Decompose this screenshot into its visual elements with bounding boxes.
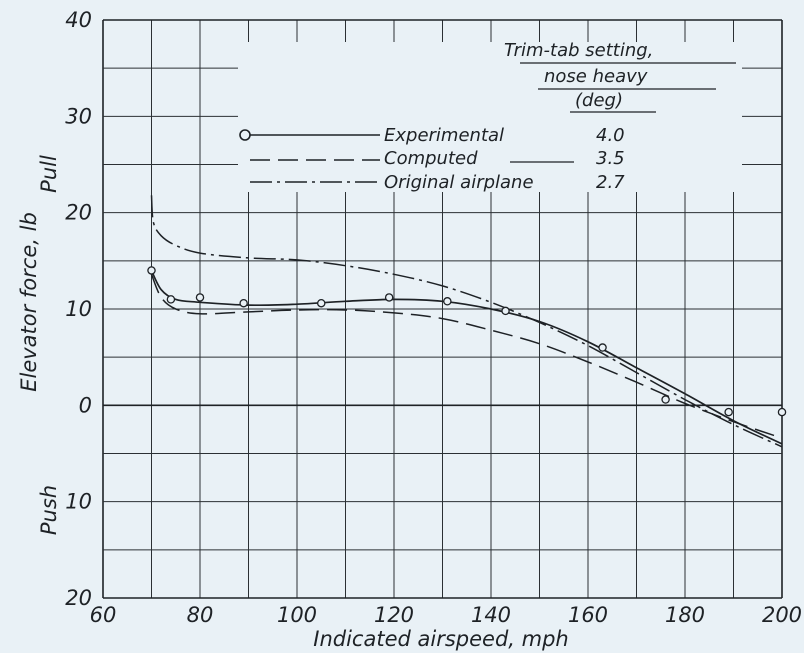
x-tick-label: 200 — [762, 603, 802, 627]
legend-title-line-3: (deg) — [575, 90, 623, 111]
legend-value-experimental: 4.0 — [596, 125, 625, 146]
data-point-experimental — [195, 293, 205, 302]
series-line-experimental — [150, 270, 783, 445]
y-axis-push-label: Push — [37, 485, 61, 535]
data-point-experimental — [661, 395, 670, 404]
data-point-experimental — [166, 295, 176, 304]
y-tick-label: 30 — [65, 104, 92, 128]
y-axis-label: Elevator force, lb — [17, 212, 41, 392]
legend-value-original-airplane: 2.7 — [596, 172, 625, 193]
data-point-experimental — [501, 306, 510, 316]
legend-title-line-2: nose heavy — [544, 66, 648, 87]
series-line-original-airplane — [150, 195, 783, 448]
data-point-experimental — [598, 343, 607, 352]
data-point-experimental — [384, 293, 394, 302]
x-tick-label: 140 — [471, 603, 511, 627]
x-tick-label: 120 — [374, 603, 414, 627]
x-tick-label: 80 — [187, 603, 214, 627]
x-tick-label: 180 — [665, 603, 705, 627]
data-point-experimental — [724, 407, 733, 417]
legend: Trim-tab setting, nose heavy (deg) Exper… — [238, 40, 742, 193]
y-tick-label: 10 — [65, 297, 92, 321]
x-axis-label: Indicated airspeed, mph — [313, 627, 568, 651]
x-tick-label: 60 — [90, 603, 117, 627]
x-tick-label: 100 — [277, 603, 317, 627]
series-lines — [150, 195, 783, 448]
data-point-experimental — [239, 298, 248, 308]
data-point-experimental — [443, 297, 452, 306]
legend-marker-experimental — [239, 129, 251, 141]
y-tick-label: 20 — [65, 201, 92, 225]
data-point-experimental — [777, 407, 787, 417]
legend-background — [238, 42, 742, 192]
y-axis-pull-label: Pull — [37, 155, 61, 193]
y-tick-label: 10 — [65, 490, 92, 514]
legend-label-experimental: Experimental — [384, 125, 504, 146]
y-tick-label: 20 — [65, 586, 92, 610]
legend-title-line-1: Trim-tab setting, — [504, 40, 653, 61]
x-tick-label: 160 — [568, 603, 608, 627]
data-points — [147, 266, 787, 417]
y-tick-label: 0 — [79, 393, 92, 417]
y-tick-label: 40 — [65, 8, 92, 32]
legend-label-original-airplane: Original airplane — [384, 172, 534, 193]
legend-value-computed: 3.5 — [596, 148, 625, 169]
data-point-experimental — [316, 298, 326, 308]
data-point-experimental — [147, 266, 156, 275]
series-line-computed — [150, 274, 783, 439]
legend-label-computed: Computed — [384, 148, 478, 169]
